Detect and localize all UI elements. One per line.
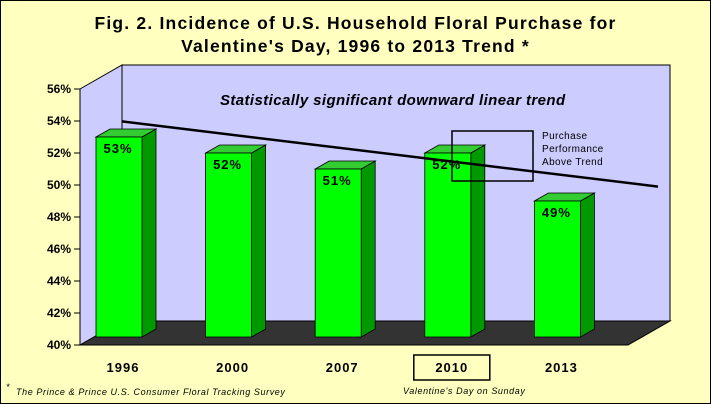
trend-annotation: Statistically significant downward linea…: [220, 92, 566, 109]
callout-line-2: Performance: [542, 144, 604, 155]
y-tick-label: 50%: [47, 178, 71, 192]
y-tick-label: 52%: [47, 146, 71, 160]
bar-value-label: 49%: [542, 205, 571, 220]
callout-line-3: Above Trend: [542, 157, 603, 168]
y-tick-label: 44%: [47, 274, 71, 288]
y-tick-label: 54%: [47, 114, 71, 128]
y-tick-label: 48%: [47, 210, 71, 224]
bar-value-label: 52%: [213, 157, 242, 172]
x-tick-label: 2000: [216, 360, 249, 375]
x-tick-label: 2010: [435, 360, 468, 375]
trendline-group: [121, 120, 659, 188]
bar: [95, 136, 143, 338]
bar: [314, 168, 362, 338]
y-tick-label: 46%: [47, 242, 71, 256]
bar-side: [251, 144, 267, 338]
bar: [534, 200, 581, 338]
bar-value-label: 51%: [323, 173, 352, 188]
trendline: [121, 120, 659, 188]
bar-series: 53%52%51%52%49%: [94, 128, 596, 338]
callout-box: [451, 130, 534, 182]
x-tick-label: 2013: [545, 360, 578, 375]
bar-side: [470, 144, 486, 338]
bar-side: [360, 160, 376, 338]
y-tick-label: 56%: [47, 82, 71, 96]
footnote-asterisk: *: [6, 382, 10, 392]
footnote-sunday: Valentine's Day on Sunday: [403, 386, 525, 396]
bar: [205, 152, 253, 338]
x-tick-label: 2007: [326, 360, 359, 375]
footnote-source: The Prince & Prince U.S. Consumer Floral…: [16, 387, 286, 397]
y-axis: 40% 42% 44% 46% 48% 50% 52% 54% 56%: [47, 82, 81, 352]
callout-line-1: Purchase: [542, 131, 587, 142]
x-tick-label: 1996: [107, 360, 140, 375]
chart-title-line-2: Valentine's Day, 1996 to 2013 Trend *: [181, 36, 530, 56]
bar-value-label: 53%: [103, 141, 132, 156]
chart-title-line-1: Fig. 2. Incidence of U.S. Household Flor…: [94, 13, 617, 33]
y-tick-label: 42%: [47, 306, 71, 320]
y-tick-label: 40%: [47, 338, 71, 352]
highlight-category-box: [413, 354, 491, 381]
x-axis: 1996 2000 2007 2010 2013: [80, 344, 628, 381]
bar-side: [141, 128, 157, 338]
bar-side: [580, 192, 595, 338]
bar: [424, 152, 472, 338]
chart-title: Fig. 2. Incidence of U.S. Household Flor…: [0, 12, 711, 58]
